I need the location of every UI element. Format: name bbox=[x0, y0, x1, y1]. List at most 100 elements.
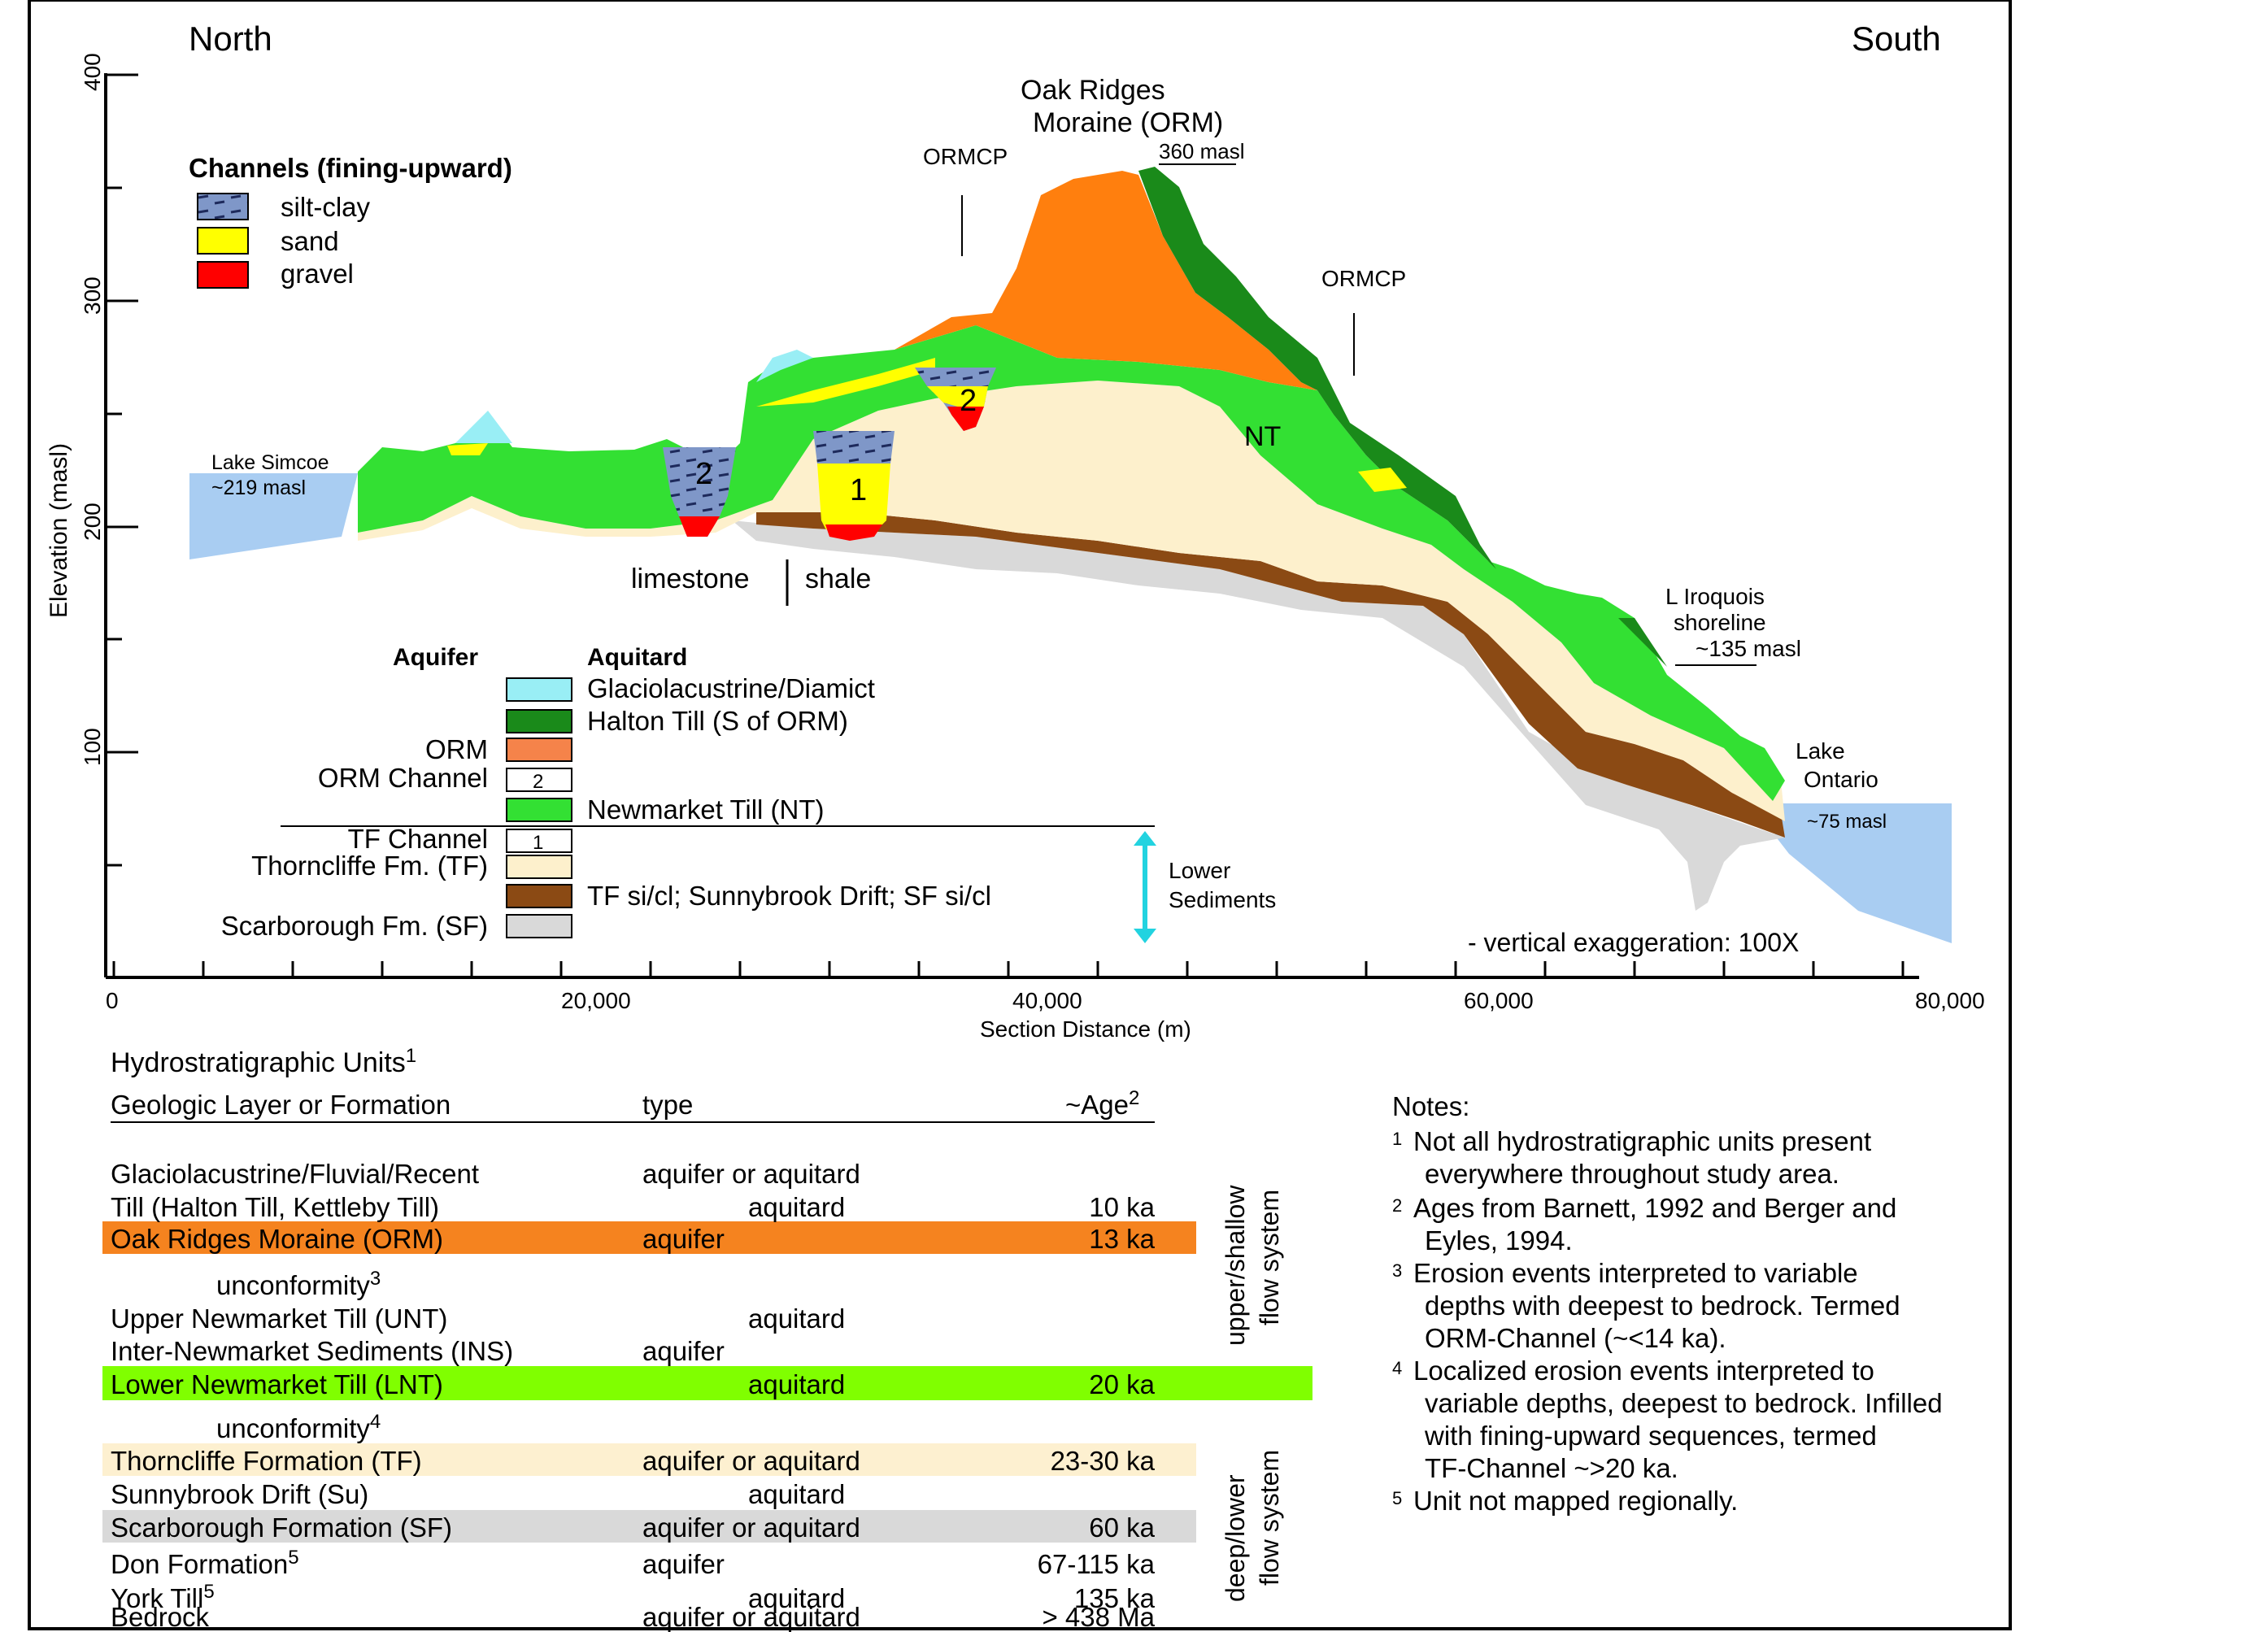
legend-box-tf-channel: 1 bbox=[533, 832, 543, 854]
legend-label-newmarket: Newmarket Till (NT) bbox=[587, 794, 825, 825]
table-row-5-type: aquifer bbox=[642, 1336, 725, 1366]
orm-channel-2-west bbox=[663, 447, 736, 537]
table-title: Hydrostratigraphic Units1 bbox=[111, 1045, 416, 1078]
legend-swatch-newmarket bbox=[506, 798, 572, 822]
vertical-exaggeration-note: - vertical exaggeration: 100X bbox=[1468, 928, 1799, 957]
legend-label-tf-channel: TF Channel bbox=[348, 824, 488, 854]
scarborough-layer bbox=[732, 520, 1785, 911]
table-row-12-type: aquitard bbox=[748, 1583, 845, 1613]
channel-label-2-west: 2 bbox=[695, 457, 712, 491]
ormcp-right-label: ORMCP bbox=[1321, 266, 1406, 291]
units-legend: Aquifer Aquitard Glaciolacustrine/Diamic… bbox=[221, 644, 1276, 943]
nt-sand-lens bbox=[756, 358, 935, 407]
legend-swatch-tf-channel bbox=[506, 829, 572, 853]
limestone-label: limestone bbox=[631, 564, 750, 594]
note-1-line-2: everywhere throughout study area. bbox=[1425, 1159, 1839, 1189]
legend-swatch-sunnybrook bbox=[506, 884, 572, 908]
iroquois-label-1: L Iroquois bbox=[1665, 584, 1765, 609]
table-row-4-type: aquitard bbox=[748, 1303, 845, 1334]
orm-elev-label: 360 masl bbox=[1159, 139, 1245, 163]
lake-simcoe-label-1: Lake Simcoe bbox=[211, 451, 329, 474]
west-sand-lens bbox=[447, 443, 488, 455]
row-bg-lnt bbox=[102, 1366, 1312, 1400]
note-3-line-2: depths with deepest to bedrock. Termed bbox=[1425, 1290, 1900, 1321]
lower-sediments-label-2: Sediments bbox=[1169, 887, 1276, 912]
table-row-6-age: 20 ka bbox=[1089, 1369, 1155, 1399]
orm-title-1: Oak Ridges bbox=[1021, 75, 1165, 106]
table-col-age: ~Age2 bbox=[1065, 1087, 1139, 1120]
note-4-sup: 4 bbox=[1392, 1358, 1402, 1378]
south-label: South bbox=[1852, 20, 1941, 58]
sunnybrook-layer bbox=[756, 512, 1785, 838]
table-row-13-age: > 438 Ma bbox=[1042, 1602, 1155, 1632]
table-row-5-name: Inter-Newmarket Sediments (INS) bbox=[111, 1336, 513, 1366]
table-row-4-name: Upper Newmarket Till (UNT) bbox=[111, 1303, 447, 1334]
notes: Notes: 1 Not all hydrostratigraphic unit… bbox=[1392, 1091, 1943, 1516]
table-row-10-age: 60 ka bbox=[1089, 1512, 1155, 1543]
halton-till-layer bbox=[1138, 167, 1667, 667]
orm-channel-2-west-gravel bbox=[679, 516, 720, 537]
y-tick-300: 300 bbox=[80, 276, 105, 315]
table-row-11-age: 67-115 ka bbox=[1038, 1549, 1156, 1579]
north-label: North bbox=[189, 20, 272, 58]
table-row-0-name: Glaciolacustrine/Fluvial/Recent bbox=[111, 1159, 479, 1189]
note-4-line-2: variable depths, deepest to bedrock. Inf… bbox=[1425, 1388, 1943, 1418]
gravel-label: gravel bbox=[281, 259, 354, 289]
note-4-line-1: Localized erosion events interpreted to bbox=[1413, 1356, 1874, 1386]
shale-label: shale bbox=[805, 564, 871, 594]
ormcp-left-label: ORMCP bbox=[923, 144, 1008, 169]
orm-channel-2-east-gravel bbox=[947, 407, 984, 431]
legend-swatch-halton bbox=[506, 709, 572, 733]
legend-swatch-thorncliffe bbox=[506, 855, 572, 879]
nt-label: NT bbox=[1244, 421, 1281, 452]
table-row-2-age: 13 ka bbox=[1089, 1224, 1155, 1254]
note-1-line-1: Not all hydrostratigraphic units present bbox=[1413, 1126, 1871, 1156]
table-col-layer: Geologic Layer or Formation bbox=[111, 1090, 451, 1120]
table-row-13-name: Bedrock bbox=[111, 1602, 210, 1632]
row-bg-thorncliffe bbox=[102, 1443, 1196, 1476]
y-tick-400: 400 bbox=[80, 53, 105, 91]
x-axis-label: Section Distance (m) bbox=[980, 1016, 1191, 1042]
legend-swatch-orm-channel bbox=[506, 768, 572, 792]
lake-simcoe-label-2: ~219 masl bbox=[211, 477, 306, 499]
table-row-1-type: aquitard bbox=[748, 1192, 845, 1222]
note-3-sup: 3 bbox=[1392, 1260, 1402, 1281]
hydrostratigraphic-table: Hydrostratigraphic Units1 Geologic Layer… bbox=[102, 1045, 1312, 1632]
table-row-8-name: Thorncliffe Formation (TF) bbox=[111, 1446, 422, 1476]
x-tick-0: 0 bbox=[106, 988, 119, 1013]
table-row-12-age: 135 ka bbox=[1074, 1583, 1156, 1613]
silt-clay-swatch bbox=[197, 193, 249, 220]
silt-clay-label: silt-clay bbox=[281, 192, 371, 222]
legend-label-thorncliffe: Thorncliffe Fm. (TF) bbox=[251, 851, 488, 881]
figure-border bbox=[28, 0, 2012, 1630]
table-row-10-name: Scarborough Formation (SF) bbox=[111, 1512, 452, 1543]
legend-label-halton: Halton Till (S of ORM) bbox=[587, 706, 848, 736]
legend-label-orm-channel: ORM Channel bbox=[318, 763, 488, 793]
lake-ontario-label-3: ~75 masl bbox=[1807, 811, 1887, 833]
lower-system-label-1: deep/lower bbox=[1221, 1474, 1250, 1602]
lake-simcoe bbox=[189, 473, 358, 559]
note-4-line-4: TF-Channel ~>20 ka. bbox=[1425, 1453, 1678, 1483]
lower-sediments-label-1: Lower bbox=[1169, 858, 1230, 883]
iroquois-label-2: shoreline bbox=[1674, 610, 1766, 635]
table-row-1-name: Till (Halton Till, Kettleby Till) bbox=[111, 1192, 439, 1222]
note-2-line-1: Ages from Barnett, 1992 and Berger and bbox=[1413, 1193, 1896, 1223]
table-row-6-name: Lower Newmarket Till (LNT) bbox=[111, 1369, 443, 1399]
table-row-3-name: unconformity3 bbox=[216, 1268, 381, 1300]
cross-section bbox=[189, 167, 1952, 943]
orm-layer bbox=[895, 171, 1317, 390]
lower-sediments-arrow-up bbox=[1134, 831, 1156, 846]
table-row-8-age: 23-30 ka bbox=[1051, 1446, 1156, 1476]
legend-box-orm-channel: 2 bbox=[533, 771, 543, 793]
legend-swatch-orm bbox=[506, 738, 572, 762]
sand-label: sand bbox=[281, 226, 339, 256]
halton-sand-lens bbox=[1358, 468, 1407, 492]
x-ticks bbox=[112, 961, 1905, 977]
thorncliffe-layer bbox=[358, 381, 1785, 821]
table-row-2-name: Oak Ridges Moraine (ORM) bbox=[111, 1224, 443, 1254]
note-4-line-3: with fining-upward sequences, termed bbox=[1424, 1421, 1877, 1451]
table-row-1-age: 10 ka bbox=[1089, 1192, 1155, 1222]
table-row-11-type: aquifer bbox=[642, 1549, 725, 1579]
tf-channel-1-gravel bbox=[825, 524, 882, 541]
glaciolacustrine-layer bbox=[455, 350, 813, 443]
